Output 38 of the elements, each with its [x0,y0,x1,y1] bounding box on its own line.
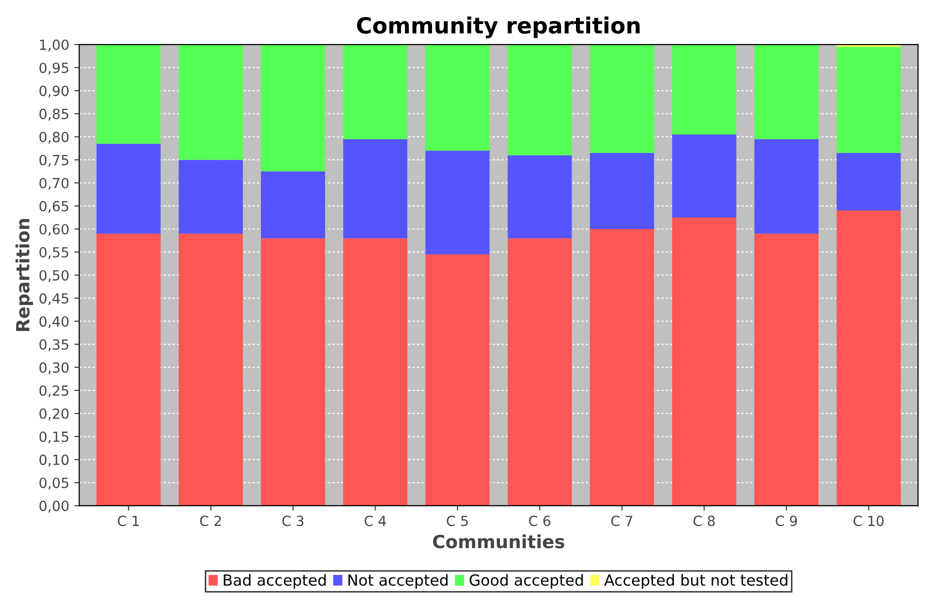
y-tick-label: 0,70 [39,178,69,190]
y-tick-label: 0,45 [39,293,68,306]
legend-label: Accepted but not tested [604,574,788,589]
y-tick-label: 0,15 [39,431,68,444]
chart-title: Community repartition [357,16,640,38]
y-tick-label: 0,55 [39,247,68,259]
y-tick-label: 0,10 [39,454,69,466]
y-tick-label: 0,00 [39,500,69,513]
legend-label: Bad accepted [224,574,326,589]
y-tick-label: 0,95 [39,62,68,74]
x-tick-label: C 7 [611,516,632,526]
y-tick-label: 0,90 [39,86,69,98]
y-tick-label: 0,75 [39,154,68,167]
y-tick-label: 0,65 [39,200,68,213]
x-tick-label: C 6 [529,516,550,526]
y-tick-label: 0,30 [39,362,69,374]
y-tick-label: 0,60 [39,224,69,236]
x-tick-label: C 8 [694,516,715,526]
x-tick-label: C 1 [118,516,139,526]
x-axis-title: Communities [433,534,564,548]
x-tick-label: C 3 [282,516,304,526]
y-tick-label: 0,85 [39,108,68,121]
y-tick-label: 0,05 [39,478,68,490]
y-tick-label: 1,00 [40,40,69,52]
legend-label: Good accepted [470,574,583,589]
legend-label: Not accepted [348,574,448,589]
x-tick-label: C 10 [854,516,884,526]
x-tick-label: C 2 [200,516,221,526]
x-tick-label: C 4 [364,516,386,526]
y-tick-label: 0,20 [39,408,69,420]
x-tick-label: C 9 [776,516,797,526]
y-tick-label: 0,35 [39,339,68,352]
y-tick-label: 0,40 [39,316,69,328]
y-axis-title: Repartition [16,218,34,331]
x-tick-label: C 5 [446,516,468,526]
y-tick-label: 0,25 [39,385,68,398]
y-tick-label: 0,50 [39,270,69,282]
y-tick-label: 0,80 [39,132,69,144]
